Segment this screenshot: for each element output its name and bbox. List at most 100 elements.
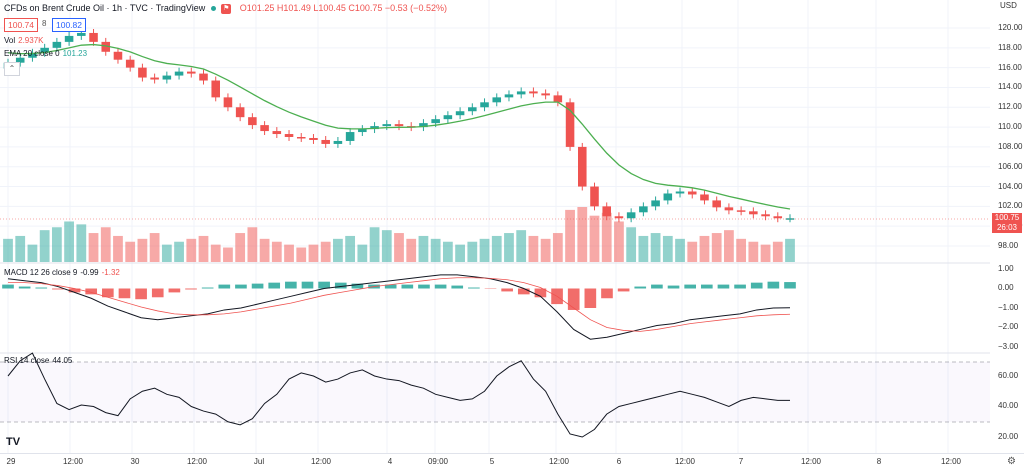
volume-bar bbox=[394, 233, 404, 262]
volume-bar bbox=[138, 239, 148, 262]
volume-bar bbox=[712, 233, 722, 262]
volume-bar bbox=[455, 245, 465, 262]
time-tick-label: 29 bbox=[0, 457, 24, 466]
time-tick-label: 8 bbox=[866, 457, 892, 466]
tradingview-logo[interactable]: TV bbox=[6, 436, 20, 448]
macd-hist-bar bbox=[568, 289, 580, 310]
volume-bar bbox=[357, 245, 367, 262]
volume-bar bbox=[101, 227, 111, 262]
macd-hist-bar bbox=[202, 288, 214, 289]
ema-name: EMA 20 close 0 bbox=[4, 49, 60, 58]
macd-hist-bar bbox=[252, 284, 264, 289]
volume-name: Vol bbox=[4, 36, 15, 45]
gear-icon[interactable]: ⚙ bbox=[1007, 456, 1016, 467]
candle bbox=[774, 212, 783, 222]
price-tick-label: 112.00 bbox=[998, 102, 1022, 111]
volume-bar bbox=[284, 245, 294, 262]
volume-bar bbox=[186, 239, 196, 262]
macd-tick-label: 0.00 bbox=[998, 283, 1014, 292]
candle bbox=[566, 98, 575, 151]
candle bbox=[468, 103, 477, 115]
candle bbox=[664, 190, 673, 205]
volume-bar bbox=[443, 242, 453, 262]
currency-label[interactable]: USD bbox=[1000, 1, 1017, 10]
collapse-legend-button[interactable]: ⌃ bbox=[4, 62, 20, 76]
volume-bar bbox=[113, 236, 123, 262]
candle bbox=[236, 103, 245, 121]
candle bbox=[786, 214, 795, 222]
volume-bar bbox=[541, 239, 551, 262]
macd-tick-label: −1.00 bbox=[998, 303, 1018, 312]
candle bbox=[126, 56, 135, 72]
macd-hist-bar bbox=[235, 285, 247, 289]
price-tick-label: 98.00 bbox=[998, 241, 1018, 250]
ohlc-values: O101.25 H101.49 L100.45 C100.75 −0.53 (−… bbox=[240, 3, 447, 13]
macd-hist-bar bbox=[318, 282, 330, 289]
macd-hist-bar bbox=[734, 285, 746, 289]
volume-bar bbox=[748, 242, 758, 262]
time-tick-label: 12:00 bbox=[184, 457, 210, 466]
macd-hist-bar bbox=[501, 289, 513, 292]
volume-bar bbox=[516, 230, 526, 262]
macd-hist-bar bbox=[468, 288, 480, 289]
macd-hist-bar bbox=[784, 282, 796, 288]
candle bbox=[627, 208, 636, 222]
macd-legend[interactable]: MACD 12 26 close 9-0.99-1.32 bbox=[4, 268, 120, 277]
candle bbox=[309, 134, 318, 144]
volume-bar bbox=[28, 245, 38, 262]
volume-bar bbox=[651, 233, 661, 262]
rsi-band bbox=[0, 362, 990, 422]
time-tick-label: 12:00 bbox=[546, 457, 572, 466]
candle bbox=[150, 74, 159, 84]
macd-tick-label: −2.00 bbox=[998, 322, 1018, 331]
macd-hist-bar bbox=[135, 289, 147, 300]
candle bbox=[211, 77, 220, 102]
ask-price[interactable]: 100.82 bbox=[52, 18, 86, 32]
volume-bar bbox=[431, 239, 441, 262]
ema-value: 101.23 bbox=[63, 49, 87, 58]
volume-bar bbox=[480, 239, 490, 262]
candlesticks bbox=[4, 29, 795, 222]
candle bbox=[639, 202, 648, 216]
volume-bar bbox=[785, 239, 795, 262]
time-tick-label: 12:00 bbox=[938, 457, 964, 466]
candle bbox=[517, 87, 526, 98]
candle bbox=[297, 133, 306, 142]
volume-bar bbox=[223, 248, 233, 262]
macd-hist-bar bbox=[169, 289, 181, 293]
volume-bar bbox=[309, 245, 319, 262]
macd-hist-bar bbox=[684, 285, 696, 289]
volume-bar bbox=[614, 221, 624, 262]
symbol-title[interactable]: CFDs on Brent Crude Oil · 1h · TVC · Tra… bbox=[4, 3, 205, 13]
macd-hist-bar bbox=[35, 288, 47, 289]
volume-bar bbox=[345, 236, 355, 262]
chart-legend: CFDs on Brent Crude Oil · 1h · TVC · Tra… bbox=[4, 3, 447, 14]
candle bbox=[492, 93, 501, 106]
volume-bar bbox=[553, 233, 563, 262]
bid-price[interactable]: 100.74 bbox=[4, 18, 38, 32]
candle bbox=[260, 121, 269, 135]
price-tick-label: 114.00 bbox=[998, 82, 1022, 91]
volume-bar bbox=[272, 242, 282, 262]
macd-hist-bar bbox=[634, 287, 646, 289]
macd-hist-bar bbox=[2, 285, 14, 289]
volume-bar bbox=[663, 236, 673, 262]
macd-signal-value: -1.32 bbox=[102, 268, 120, 277]
chart-canvas[interactable] bbox=[0, 0, 990, 453]
volume-bar bbox=[260, 239, 270, 262]
volume-bar bbox=[467, 242, 477, 262]
volume-bar bbox=[504, 233, 514, 262]
macd-line bbox=[8, 275, 790, 339]
time-tick-label: 30 bbox=[122, 457, 148, 466]
flag-icon[interactable]: ⚑ bbox=[221, 4, 231, 14]
candle bbox=[89, 29, 98, 46]
volume-bar bbox=[638, 236, 648, 262]
price-tick-label: 116.00 bbox=[998, 63, 1022, 72]
volume-bar bbox=[64, 221, 74, 262]
spread-value: 8 bbox=[42, 19, 46, 28]
candle bbox=[138, 64, 147, 82]
